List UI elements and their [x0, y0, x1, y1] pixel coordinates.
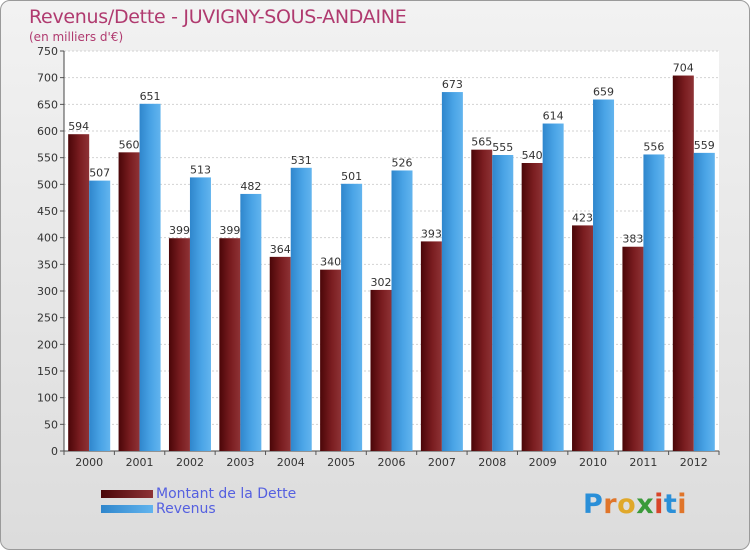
data-label: 302 [371, 276, 392, 289]
x-tick-label: 2004 [277, 456, 305, 469]
chart-subtitle: (en milliers d'€) [29, 30, 124, 44]
logo-letter: o [617, 489, 637, 520]
y-tick-label: 550 [37, 152, 58, 165]
x-tick-label: 2010 [579, 456, 607, 469]
y-tick-label: 350 [37, 258, 58, 271]
data-label: 565 [471, 136, 492, 149]
logo-letter: i [654, 489, 664, 520]
x-tick-label: 2005 [327, 456, 355, 469]
bar-dette [320, 269, 342, 451]
x-tick-label: 2006 [378, 456, 406, 469]
data-label: 531 [291, 154, 312, 167]
y-tick-label: 650 [37, 98, 58, 111]
y-tick-label: 600 [37, 125, 58, 138]
y-tick-label: 50 [44, 418, 58, 431]
y-tick-label: 750 [37, 45, 58, 58]
y-tick-label: 200 [37, 338, 58, 351]
bar-dette [370, 289, 392, 451]
data-label: 513 [190, 163, 211, 176]
bar-revenus [139, 103, 161, 452]
logo-letter: t [663, 489, 678, 520]
data-label: 560 [119, 138, 140, 151]
data-label: 399 [219, 224, 240, 237]
bar-revenus [89, 180, 111, 451]
data-label: 659 [593, 86, 614, 99]
bar-dette [168, 238, 190, 451]
x-tick-label: 2007 [428, 456, 456, 469]
logo-letter: x [636, 489, 655, 520]
bar-dette [672, 75, 694, 452]
data-label: 482 [240, 180, 261, 193]
bar-dette [572, 225, 594, 451]
data-label: 614 [543, 110, 564, 123]
legend-swatch-revenus [101, 505, 153, 513]
data-label: 501 [341, 170, 362, 183]
bar-revenus [189, 177, 211, 451]
data-label: 383 [622, 233, 643, 246]
data-label: 651 [140, 90, 161, 103]
y-tick-label: 250 [37, 312, 58, 325]
data-label: 540 [522, 149, 543, 162]
y-tick-label: 0 [51, 445, 58, 458]
bar-dette [622, 246, 644, 451]
y-tick-label: 500 [37, 178, 58, 191]
bar-revenus [441, 92, 463, 452]
x-tick-label: 2011 [629, 456, 657, 469]
data-label: 704 [673, 62, 694, 75]
bar-revenus [391, 170, 413, 451]
data-label: 364 [270, 243, 291, 256]
legend-swatch-dette [101, 490, 153, 498]
bar-dette [68, 134, 90, 451]
chart-title: Revenus/Dette - JUVIGNY-SOUS-ANDAINE [29, 6, 407, 28]
data-label: 526 [392, 156, 413, 169]
legend-label-revenus: Revenus [156, 501, 216, 517]
bar-dette [521, 163, 543, 451]
data-label: 399 [169, 224, 190, 237]
x-tick-label: 2008 [478, 456, 506, 469]
bar-revenus [693, 152, 715, 451]
data-label: 340 [320, 256, 341, 269]
logo-letter: i [677, 489, 688, 520]
bar-revenus [290, 167, 312, 452]
data-label: 673 [442, 78, 463, 91]
x-tick-label: 2012 [680, 456, 708, 469]
y-tick-label: 300 [37, 285, 58, 298]
bar-dette [219, 238, 241, 451]
data-label: 556 [643, 140, 664, 153]
x-tick-label: 2002 [176, 456, 204, 469]
logo-letter: P [583, 489, 604, 520]
legend-label-dette: Montant de la Dette [156, 486, 297, 502]
data-label: 555 [492, 141, 513, 154]
data-label: 423 [572, 211, 593, 224]
y-tick-label: 400 [37, 232, 58, 245]
y-tick-label: 150 [37, 365, 58, 378]
bar-dette [118, 152, 140, 452]
bar-revenus [240, 193, 262, 451]
bar-dette [420, 241, 442, 451]
data-label: 393 [421, 227, 442, 240]
x-tick-label: 2000 [75, 456, 103, 469]
x-tick-label: 2009 [529, 456, 557, 469]
proxiti-logo: Proxiti [583, 489, 687, 520]
data-label: 594 [68, 120, 89, 133]
x-tick-label: 2003 [226, 456, 254, 469]
data-label: 559 [694, 139, 715, 152]
bar-dette [269, 256, 291, 451]
x-tick-label: 2001 [126, 456, 154, 469]
logo-letter: r [603, 489, 618, 520]
y-tick-label: 100 [37, 392, 58, 405]
bar-revenus [643, 154, 665, 451]
data-label: 507 [89, 167, 110, 180]
y-tick-label: 450 [37, 205, 58, 218]
y-tick-label: 700 [37, 72, 58, 85]
bar-revenus [593, 99, 615, 452]
bar-dette [471, 149, 493, 451]
bar-revenus [542, 123, 564, 452]
bar-revenus [492, 155, 514, 451]
bar-revenus [341, 183, 363, 452]
